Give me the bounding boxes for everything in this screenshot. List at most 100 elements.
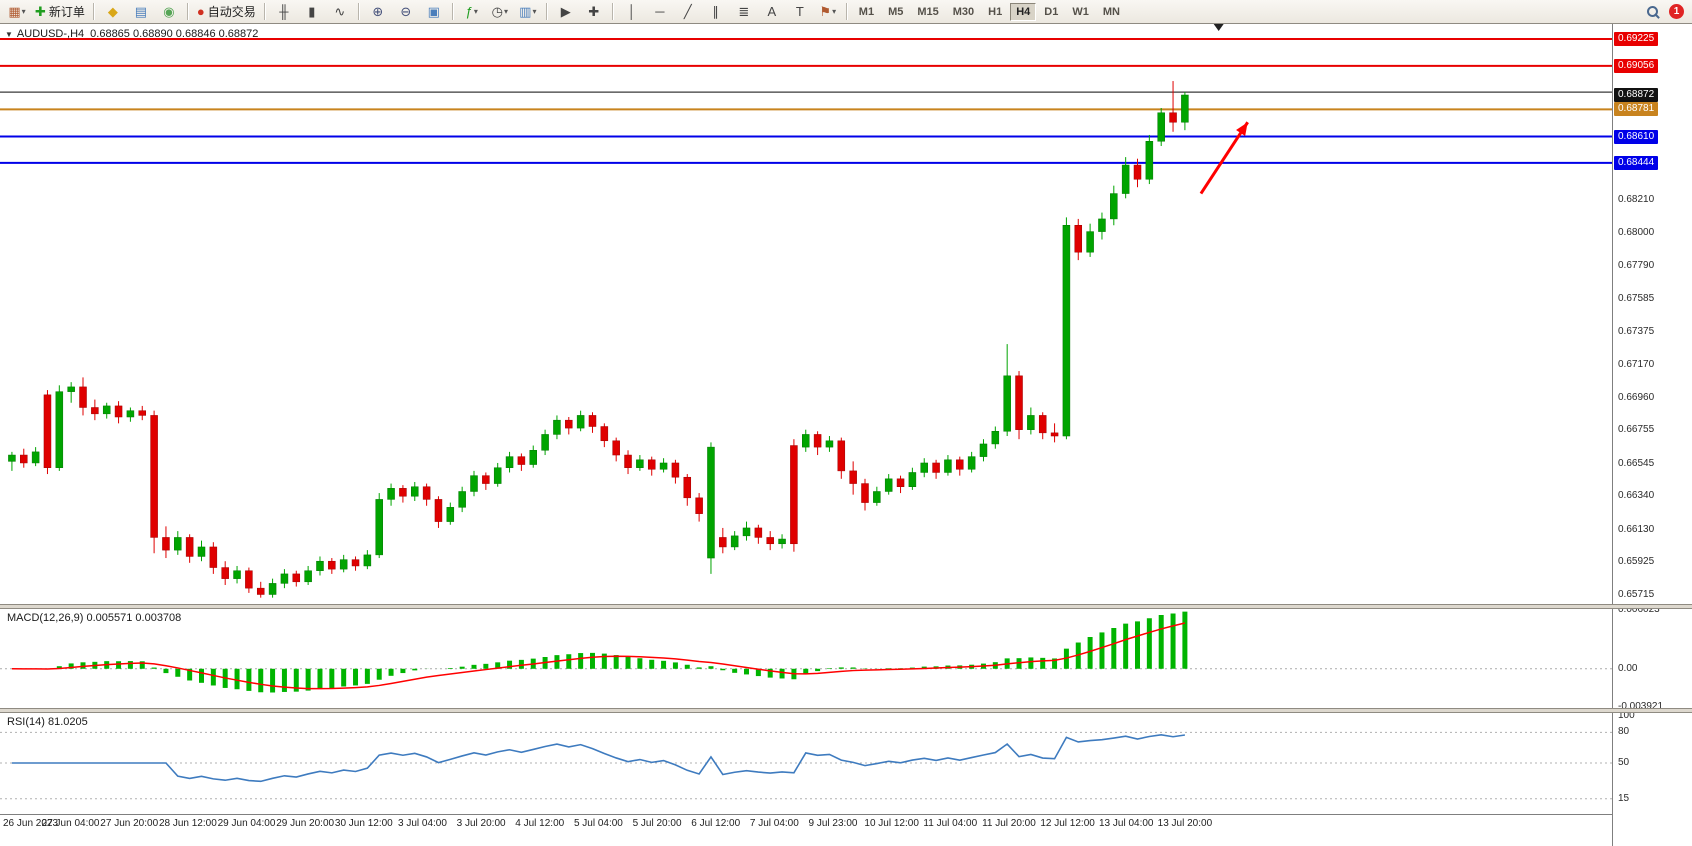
navigator-icon: ◉ (163, 3, 175, 19)
bullish-candle (944, 459, 952, 473)
crosshair-tool-button[interactable]: ✚ (581, 1, 607, 23)
trendline-tool-button[interactable]: ╱ (675, 1, 701, 23)
bullish-candle (1157, 112, 1165, 142)
arrow-annotation-head[interactable] (1236, 122, 1248, 137)
time-axis-label: 11 Jul 20:00 (982, 818, 1036, 829)
fibonacci-tool-button[interactable]: ≣ (731, 1, 757, 23)
bullish-candle (908, 472, 917, 487)
bearish-candle (434, 499, 443, 522)
timeframe-m1-button[interactable]: M1 (858, 5, 875, 18)
bullish-candle (174, 537, 182, 551)
bearish-candle (813, 434, 822, 448)
tile-windows-button[interactable]: ▣ (421, 1, 447, 23)
timeframe-m30-button[interactable]: M30 (952, 5, 975, 18)
rsi-axis-label: 15 (1618, 792, 1630, 804)
bearish-candle (932, 462, 940, 473)
chart-canvas[interactable] (0, 24, 1692, 846)
autotrading-button[interactable]: ● 自动交易 (194, 1, 259, 23)
macd-axis-label: 0.00 (1618, 662, 1638, 674)
notification-badge[interactable]: 1 (1669, 4, 1684, 19)
rsi-axis-label: 50 (1618, 757, 1630, 768)
bullish-candle (884, 478, 893, 492)
bearish-candle (1133, 164, 1142, 180)
timeframe-w1-button[interactable]: W1 (1072, 5, 1089, 18)
search-icon[interactable] (1646, 5, 1660, 19)
toolbar-buttons: ▦ ▾ ✚ 新订单 ◆ ▤ ◉ ● 自动交易 ╫ ▮ ∿ ⊕ ⊖ ▣ ƒ ▾ ◷ ▾ ▥ ▾ ▶ ✚ │ ─ ╱ ∥ ≣ A T ⚑ ▾ M1 M… (3, 0, 1127, 23)
bullish-candle (1062, 225, 1071, 437)
channel-tool-button[interactable]: ∥ (703, 1, 729, 23)
vertical-line-tool-button[interactable]: │ (619, 1, 645, 23)
bearish-candle (1169, 112, 1177, 123)
new-chart-button[interactable]: ▦ ▾ (4, 1, 30, 23)
periods-button[interactable]: ◷ ▾ (487, 1, 513, 23)
label-tool-button[interactable]: T (787, 1, 813, 23)
zoom-out-button[interactable]: ⊖ (393, 1, 419, 23)
axis-label: 0.68000 (1618, 227, 1655, 239)
timeframe-m15-button[interactable]: M15 (917, 5, 939, 18)
bearish-candle (695, 497, 703, 514)
autotrading-icon: ● (196, 3, 205, 19)
zoom-in-button[interactable]: ⊕ (365, 1, 391, 23)
bullish-candle (197, 546, 206, 557)
autotrading-button-label: 自动交易 (207, 5, 256, 19)
candlestick-chart-button[interactable]: ▮ (299, 1, 325, 23)
dropdown-caret-icon: ▾ (21, 7, 26, 16)
axis-label: 0.65925 (1618, 556, 1655, 567)
chart-area: ▼ AUDUSD-,H4 0.68865 0.68890 0.68846 0.688… (0, 24, 1692, 846)
time-axis-label: 28 Jun 12:00 (158, 818, 217, 829)
hline-price-badge: 0.68610 (1614, 129, 1659, 144)
dropdown-caret-icon: ▾ (832, 7, 837, 16)
time-axis[interactable]: 26 Jun 2023 27 Jun 04:00 27 Jun 20:00 28 Ju… (0, 814, 1612, 835)
panel-splitter[interactable] (0, 604, 1692, 609)
time-axis-label: 13 Jul 04:00 (1098, 818, 1154, 829)
bearish-candle (221, 567, 229, 579)
indicators-button[interactable]: ƒ ▾ (459, 1, 485, 23)
new-order-button[interactable]: ✚ 新订单 (32, 1, 88, 23)
bullish-candle (659, 462, 668, 470)
time-axis-label: 29 Jun 04:00 (217, 818, 276, 829)
chart-shift-marker-icon[interactable] (1213, 24, 1224, 31)
bullish-candle (233, 570, 241, 579)
bullish-candle (742, 527, 751, 537)
bullish-candle (339, 559, 348, 570)
rsi-axis-label: 100 (1618, 710, 1635, 721)
bullish-candle (446, 507, 455, 522)
bullish-candle (730, 535, 739, 548)
current-price-badge: 0.68872 (1614, 87, 1659, 102)
line-chart-button[interactable]: ∿ (327, 1, 353, 23)
bullish-candle (363, 554, 372, 567)
panel-splitter[interactable] (0, 708, 1692, 713)
timeframe-d1-button[interactable]: D1 (1044, 5, 1059, 18)
bullish-candle (636, 459, 644, 468)
time-axis-label: 3 Jul 20:00 (456, 818, 506, 829)
bearish-candle (79, 386, 87, 408)
bearish-candle (256, 587, 265, 595)
horizontal-line-tool-button[interactable]: ─ (647, 1, 673, 23)
timeframe-mn-button[interactable]: MN (1102, 5, 1120, 18)
time-axis-label: 5 Jul 20:00 (632, 818, 682, 829)
arrows-tool-button[interactable]: ⚑ ▾ (815, 1, 841, 23)
chart-window-button[interactable]: ▤ (128, 1, 154, 23)
bullish-candle (1027, 415, 1035, 430)
bullish-candle (316, 560, 324, 571)
cursor-tool-icon: ▶ (560, 3, 571, 19)
chart-collapse-icon[interactable]: ▼ (5, 30, 13, 39)
bearish-candle (683, 476, 692, 499)
timeframe-m5-button[interactable]: M5 (888, 5, 904, 18)
bar-chart-button[interactable]: ╫ (271, 1, 297, 23)
macd-axis-label: -0.003921 (1618, 701, 1664, 713)
bullish-candle (529, 450, 537, 465)
macd-signal-line (11, 622, 1186, 690)
navigator-button[interactable]: ◉ (156, 1, 182, 23)
timeframe-h4-button[interactable]: H4 (1010, 2, 1037, 21)
bearish-candle (162, 537, 170, 551)
price-axis[interactable]: 0.68210 0.68000 0.67790 0.67585 0.67375 0.671… (1612, 24, 1692, 846)
bearish-candle (1050, 432, 1059, 437)
toolbar-separator (845, 3, 848, 20)
market-watch-button[interactable]: ◆ (100, 1, 126, 23)
text-tool-button[interactable]: A (759, 1, 785, 23)
templates-button[interactable]: ▥ ▾ (515, 1, 541, 23)
cursor-tool-button[interactable]: ▶ (553, 1, 579, 23)
arrow-annotation[interactable] (1199, 121, 1249, 195)
timeframe-h1-button[interactable]: H1 (988, 5, 1003, 18)
